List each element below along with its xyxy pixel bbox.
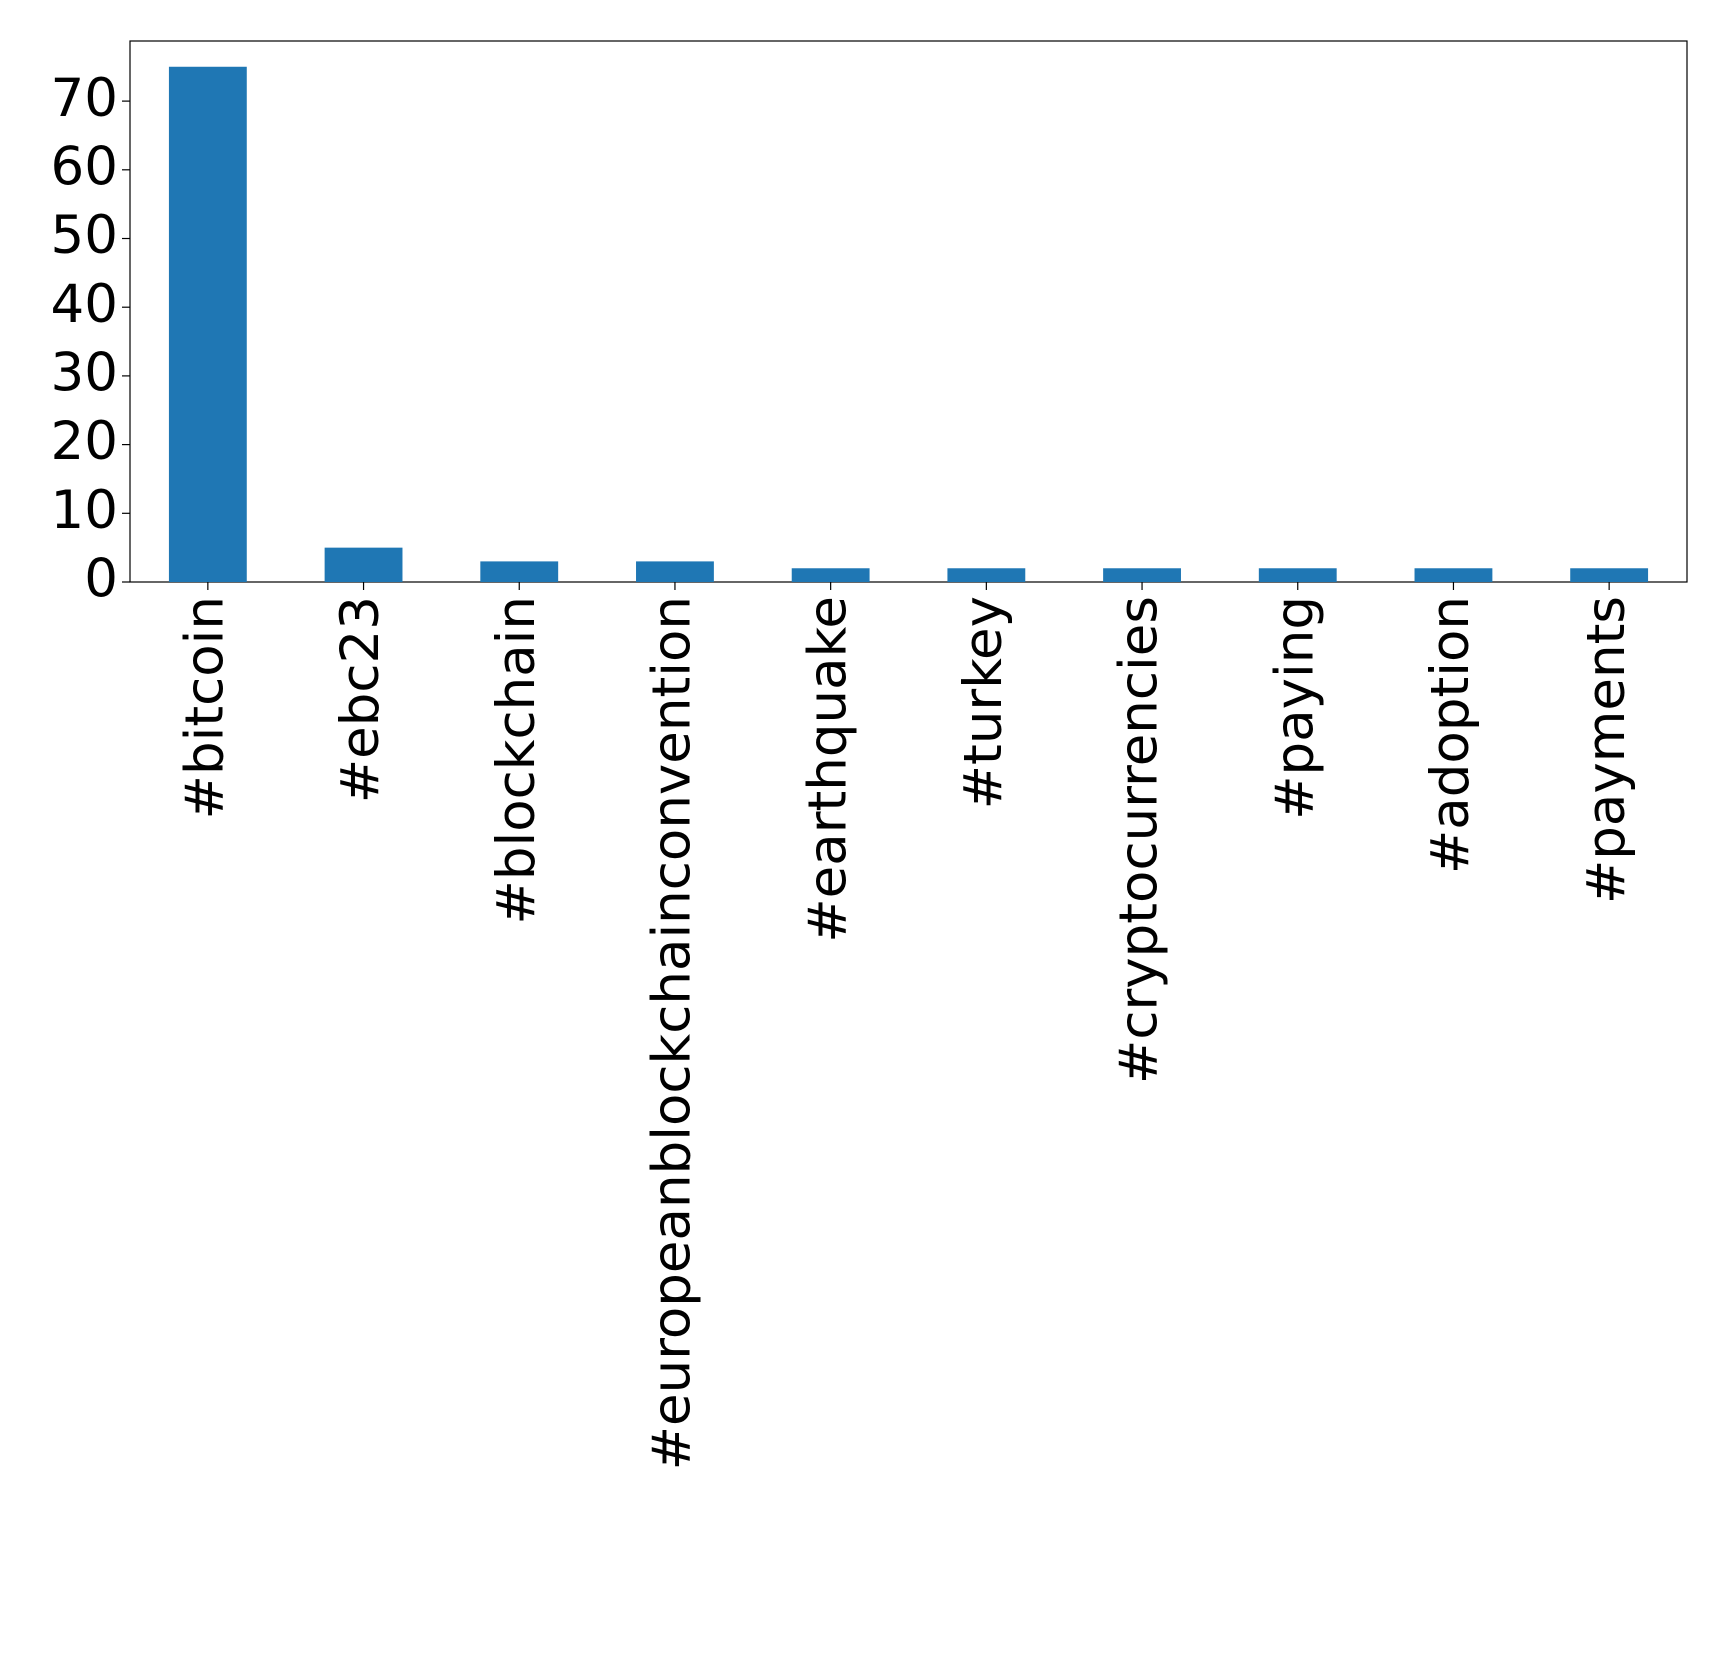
x-tick-label: #bitcoin bbox=[174, 596, 235, 819]
bar bbox=[1414, 568, 1493, 582]
bar bbox=[168, 66, 247, 582]
y-tick-label: 40 bbox=[51, 274, 118, 335]
bar bbox=[636, 561, 714, 582]
x-tick-label: #europeanblockchainconvention bbox=[642, 596, 703, 1470]
bar bbox=[480, 561, 559, 582]
y-tick-label: 10 bbox=[51, 480, 118, 541]
x-tick-label: #earthquake bbox=[797, 596, 858, 943]
y-tick-label: 20 bbox=[51, 411, 118, 472]
bar bbox=[947, 568, 1026, 582]
bar bbox=[1258, 568, 1337, 582]
x-tick-label: #ebc23 bbox=[330, 596, 391, 803]
plot-frame bbox=[129, 40, 1688, 583]
x-tick-label: #payments bbox=[1576, 596, 1637, 904]
bar bbox=[1103, 568, 1181, 582]
x-tick-label: #paying bbox=[1264, 596, 1325, 820]
y-tick-label: 70 bbox=[51, 68, 118, 129]
x-tick-label: #cryptocurrencies bbox=[1109, 596, 1170, 1084]
bar bbox=[324, 547, 403, 582]
y-tick-label: 50 bbox=[51, 205, 118, 266]
bar bbox=[1570, 568, 1649, 582]
y-tick-label: 30 bbox=[51, 343, 118, 404]
x-tick-label: #adoption bbox=[1420, 596, 1481, 874]
bar bbox=[791, 568, 870, 582]
x-tick-label: #turkey bbox=[953, 596, 1014, 809]
y-tick-label: 60 bbox=[51, 136, 118, 197]
x-tick-label: #blockchain bbox=[486, 596, 547, 925]
y-tick-label: 0 bbox=[84, 549, 118, 610]
